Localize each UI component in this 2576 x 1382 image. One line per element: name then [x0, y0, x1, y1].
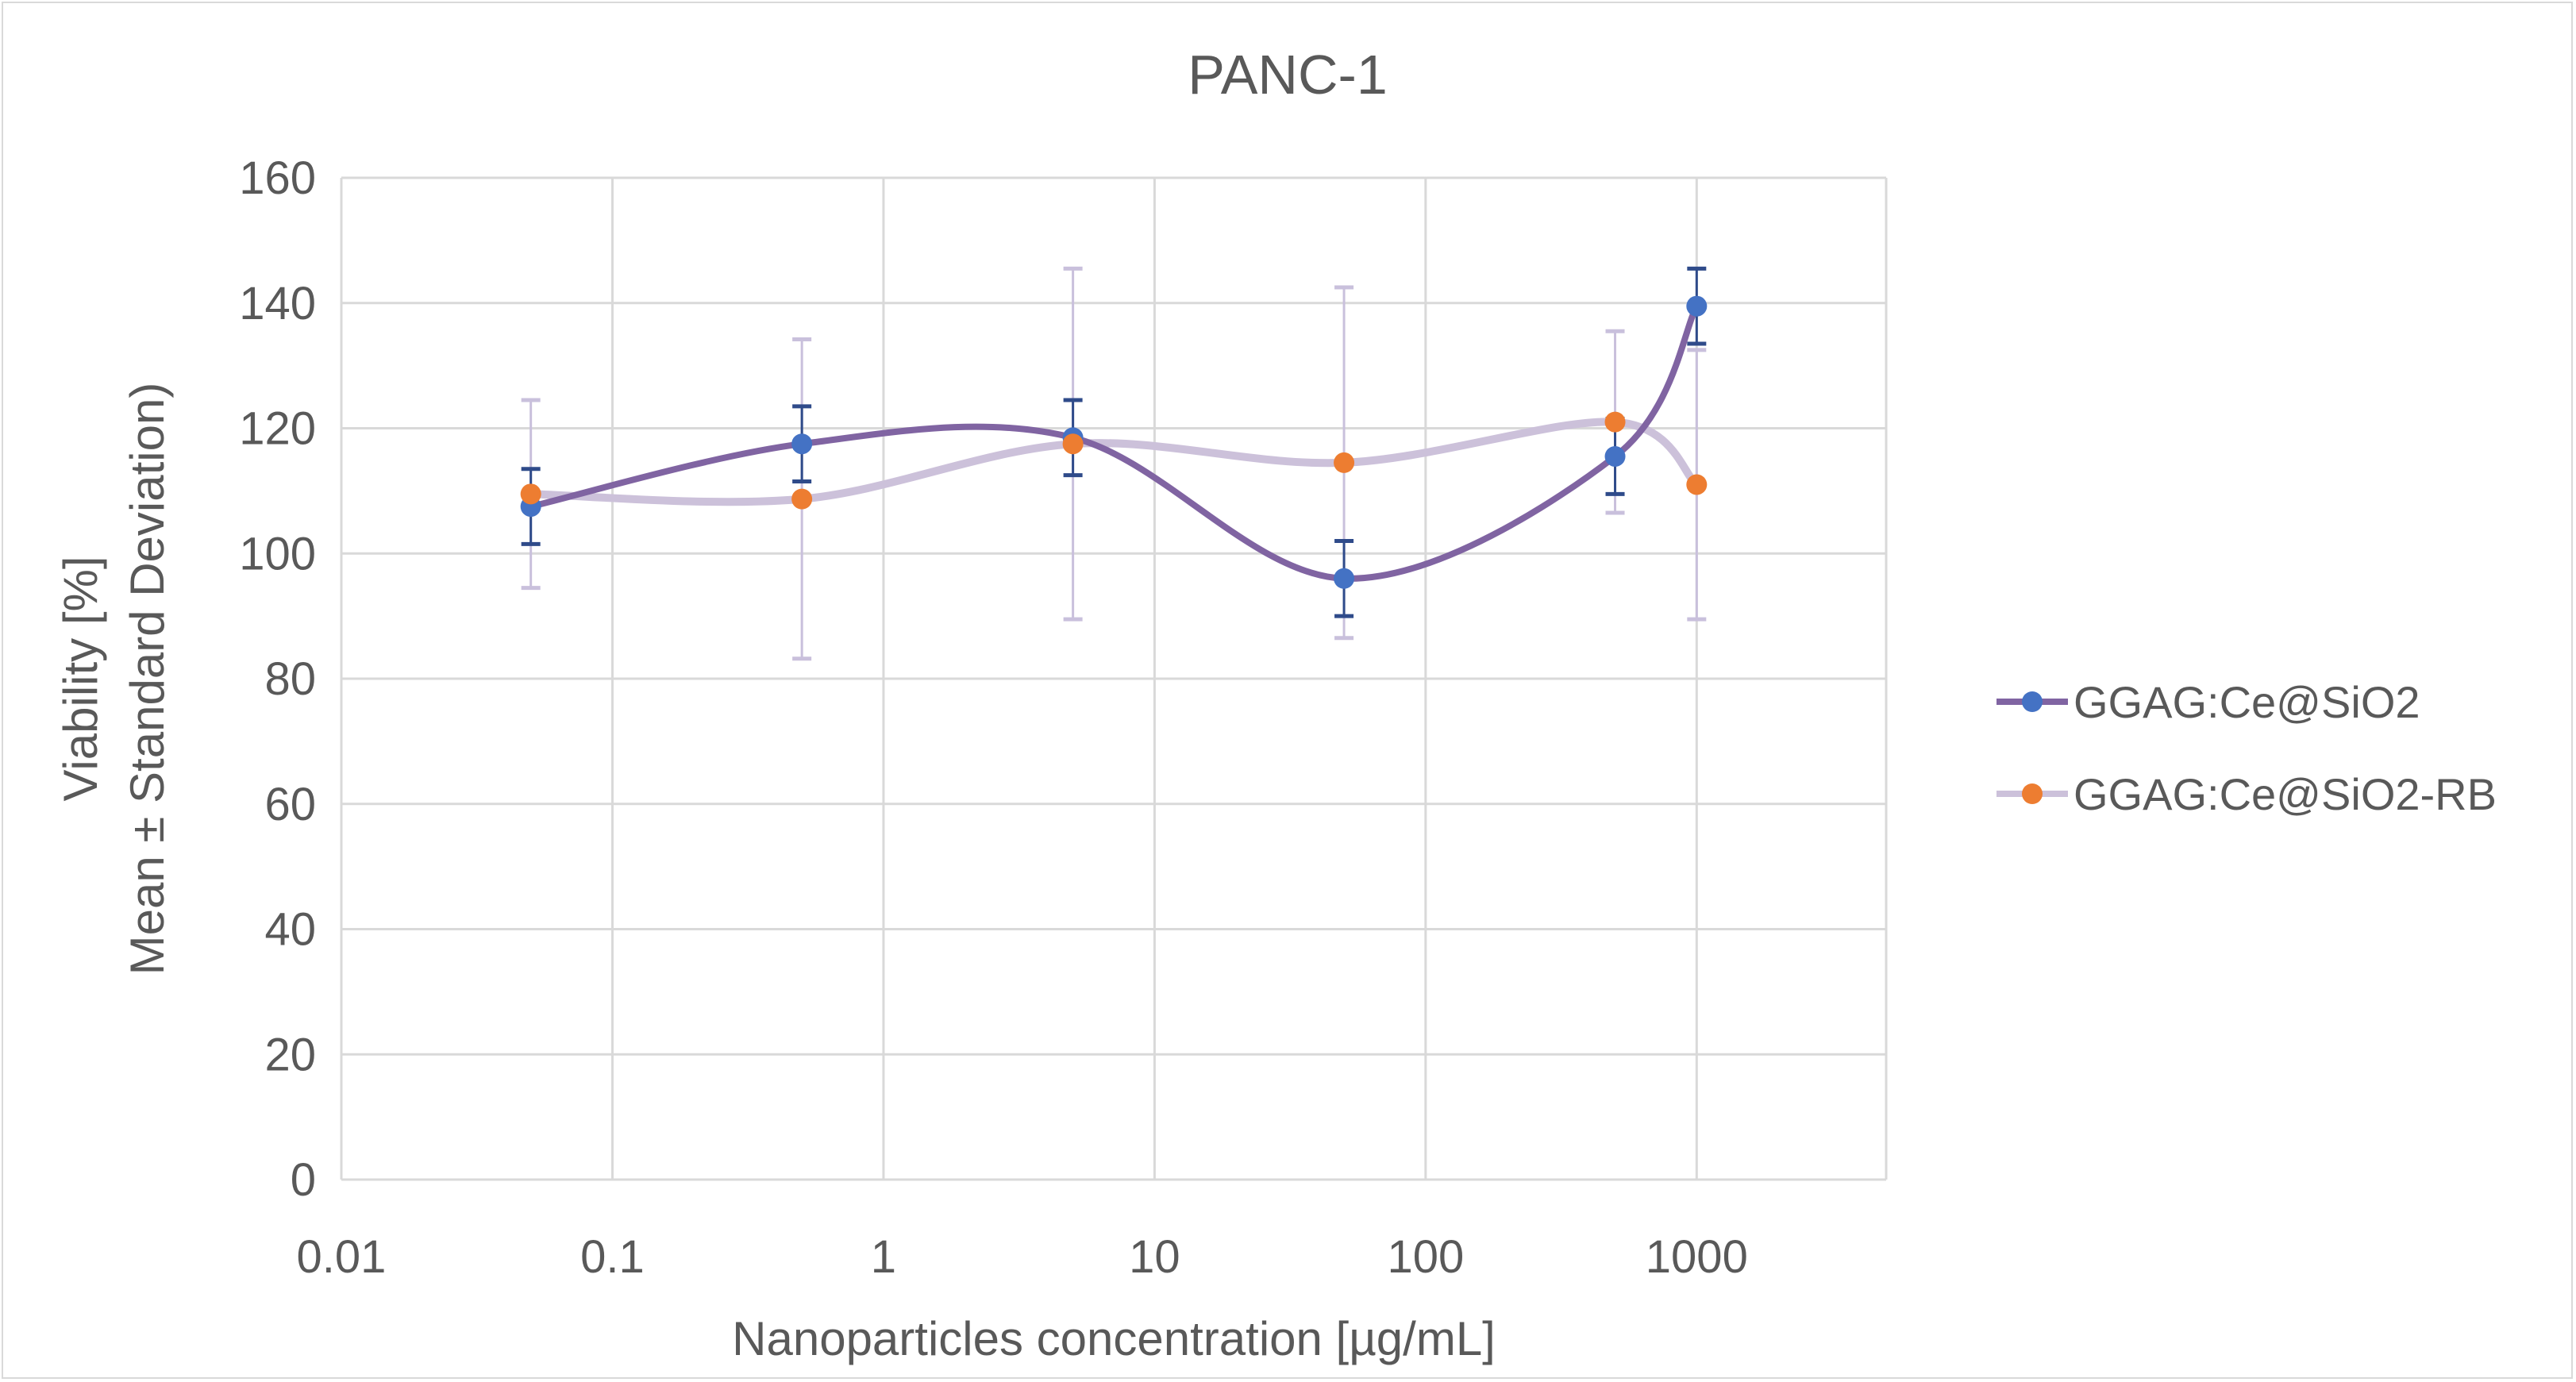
data-point: [1062, 433, 1084, 455]
legend-label: GGAG:Ce@SiO2: [2074, 677, 2420, 727]
x-axis-label: Nanoparticles concentration [µg/mL]: [732, 1312, 1496, 1365]
x-tick-label: 0.1: [580, 1231, 645, 1283]
y-axis-label-line2: Mean ± Standard Deviation): [121, 383, 174, 976]
data-point: [1686, 295, 1708, 317]
x-tick-label: 1000: [1646, 1231, 1748, 1283]
markers: [520, 295, 1708, 589]
y-tick-label: 120: [239, 403, 316, 455]
data-point: [1604, 411, 1626, 433]
x-tick-label: 10: [1129, 1231, 1180, 1283]
legend-marker: [2022, 783, 2043, 804]
legend-label: GGAG:Ce@SiO2-RB: [2074, 769, 2497, 819]
y-tick-label: 60: [264, 779, 316, 830]
x-tick-label: 1: [871, 1231, 896, 1283]
grid: [340, 176, 1888, 1181]
data-point: [791, 433, 813, 455]
data-point: [1604, 445, 1626, 467]
y-tick-label: 40: [264, 904, 316, 956]
y-tick-label: 0: [291, 1154, 316, 1206]
legend-marker: [2022, 691, 2043, 712]
chart-title: PANC-1: [1188, 44, 1388, 106]
series-lines: [529, 304, 1700, 582]
y-tick-label: 100: [239, 528, 316, 579]
data-point: [520, 483, 541, 505]
data-point: [1686, 474, 1708, 495]
legend: GGAG:Ce@SiO2 GGAG:Ce@SiO2-RB: [1996, 677, 2497, 819]
data-point: [791, 488, 813, 510]
tick-labels: 0 20 40 60 80 100 120 140 160 0.01 0.1 1 10 100 1000: [239, 152, 1748, 1283]
data-point: [1334, 568, 1355, 589]
y-tick-label: 80: [264, 653, 316, 705]
data-point: [1334, 452, 1355, 473]
y-axis-label-line1: Viability [%]: [54, 556, 107, 801]
x-tick-label: 0.01: [297, 1231, 387, 1283]
x-tick-label: 100: [1387, 1231, 1464, 1283]
y-tick-label: 140: [239, 278, 316, 329]
y-tick-label: 160: [239, 152, 316, 204]
y-tick-label: 20: [264, 1029, 316, 1080]
